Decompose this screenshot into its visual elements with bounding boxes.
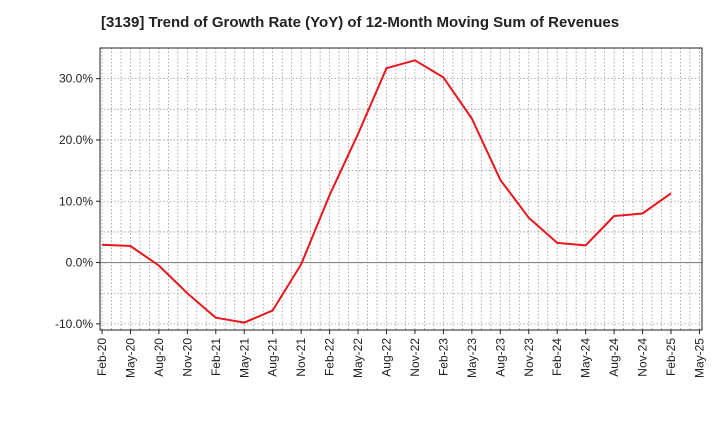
x-tick-label: Aug-22 xyxy=(380,338,394,377)
x-tick-label: Nov-23 xyxy=(522,338,536,377)
y-axis-ticks: -10.0% 0.0% 10.0% 20.0% 30.0% xyxy=(55,72,100,331)
x-tick-label: Feb-24 xyxy=(550,338,564,376)
series-layer xyxy=(101,59,672,324)
chart-title: [3139] Trend of Growth Rate (YoY) of 12-… xyxy=(100,14,620,31)
x-tick-label: Nov-24 xyxy=(636,338,650,377)
x-tick-label: Nov-22 xyxy=(408,338,422,377)
x-tick-label: Nov-21 xyxy=(294,338,308,377)
grid-lines xyxy=(100,47,702,330)
y-tick-label: -10.0% xyxy=(55,317,93,331)
x-tick-label: May-24 xyxy=(579,338,593,378)
y-tick-label: 10.0% xyxy=(59,194,93,208)
series-line xyxy=(101,59,672,324)
x-tick-label: May-25 xyxy=(692,338,706,378)
x-tick-label: May-21 xyxy=(237,338,251,378)
x-tick-label: Feb-22 xyxy=(323,338,337,376)
y-tick-label: 20.0% xyxy=(59,133,93,147)
x-tick-label: Feb-25 xyxy=(664,338,678,376)
x-tick-label: Nov-20 xyxy=(180,338,194,377)
x-tick-label: Aug-20 xyxy=(152,338,166,377)
x-tick-label: May-23 xyxy=(465,338,479,378)
x-tick-label: Feb-23 xyxy=(436,338,450,376)
x-axis-ticks: Feb-20 May-20 Aug-20 Nov-20 Feb-21 May-21 Aug-… xyxy=(95,330,706,378)
plot-area-frame xyxy=(99,47,703,331)
y-tick-label: 30.0% xyxy=(59,72,93,86)
x-tick-label: Feb-20 xyxy=(95,338,109,376)
x-tick-label: May-22 xyxy=(351,338,365,378)
y-tick-label: 0.0% xyxy=(66,256,94,270)
x-tick-label: Feb-21 xyxy=(209,338,223,376)
x-tick-label: Aug-21 xyxy=(266,338,280,377)
x-tick-label: Aug-23 xyxy=(493,338,507,377)
x-tick-label: Aug-24 xyxy=(607,338,621,377)
x-tick-label: May-20 xyxy=(123,338,137,378)
